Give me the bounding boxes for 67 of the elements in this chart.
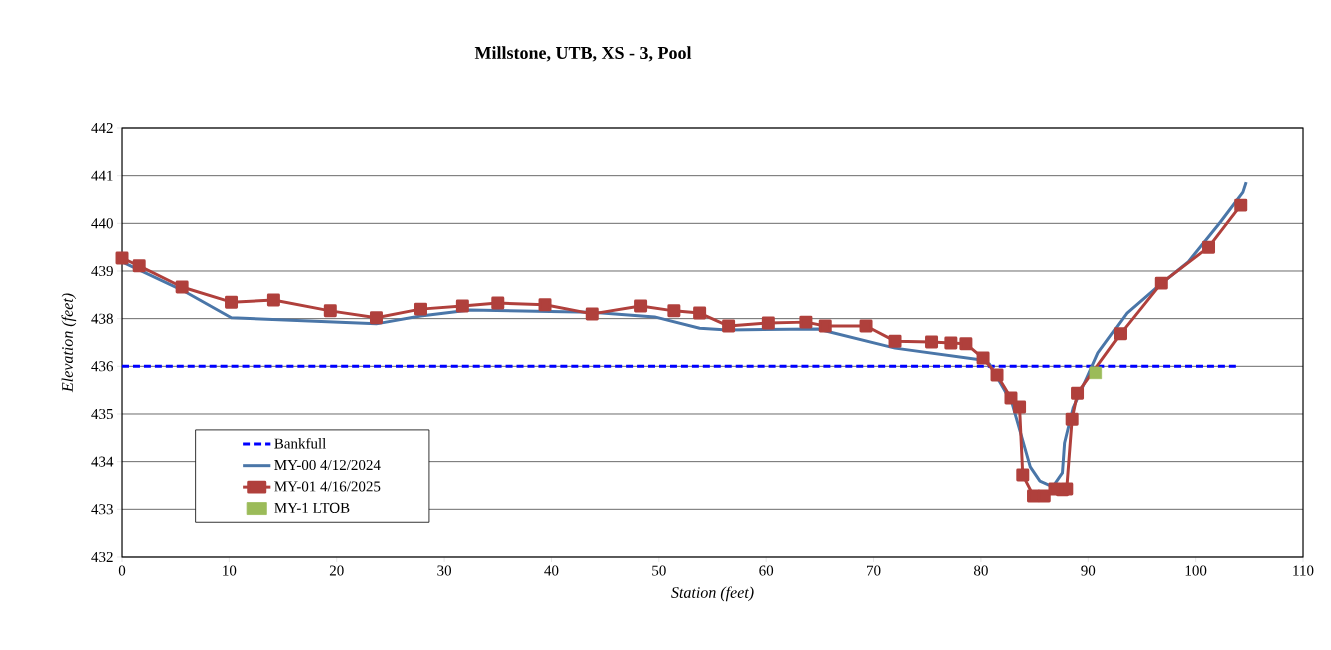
x-tick-label: 110: [1293, 565, 1314, 576]
point: [1071, 386, 1085, 400]
point: [667, 304, 681, 318]
point: [1037, 489, 1051, 503]
x-tick-label: 60: [759, 565, 774, 576]
y-tick-label: 442: [91, 123, 113, 133]
point: [538, 298, 552, 312]
x-axis-title: Station (feet): [671, 586, 754, 602]
y-tick-label: 433: [91, 504, 113, 515]
point: [634, 299, 648, 313]
point: [818, 319, 832, 333]
point: [976, 351, 990, 365]
x-tick-label: 40: [544, 565, 559, 576]
x-tick-label: 90: [1081, 565, 1096, 576]
point: [1089, 366, 1102, 380]
legend-label: Bankfull: [274, 437, 327, 449]
point: [323, 304, 337, 318]
point: [455, 299, 469, 313]
x-tick-label: 80: [974, 565, 988, 576]
point: [1234, 198, 1248, 212]
x-tick-label: 0: [118, 565, 126, 576]
point: [266, 293, 280, 307]
y-tick-label: 440: [91, 218, 113, 229]
point: [799, 315, 813, 329]
y-tick-label: 435: [91, 408, 113, 420]
point: [1004, 391, 1018, 405]
point: [491, 296, 505, 310]
point: [413, 302, 427, 316]
point: [888, 334, 902, 348]
point: [1060, 482, 1074, 496]
legend-label: MY-00 4/12/2024: [274, 459, 381, 471]
point: [1113, 327, 1127, 341]
point: [859, 319, 873, 333]
point: [585, 307, 599, 321]
point: [1013, 400, 1027, 414]
y-tick-label: 441: [91, 170, 113, 181]
x-tick-label: 20: [329, 565, 344, 576]
y-tick-label: 434: [91, 456, 114, 467]
x-tick-label: 50: [652, 565, 666, 576]
point: [959, 337, 973, 351]
point: [761, 316, 775, 330]
point: [990, 368, 1004, 382]
point: [369, 311, 383, 325]
point: [225, 295, 239, 309]
legend-label: MY-1 LTOB: [274, 502, 350, 513]
chart-title: Millstone, UTB, XS - 3, Pool: [474, 46, 692, 62]
point: [175, 280, 189, 294]
point: [944, 336, 958, 350]
point: [1154, 276, 1168, 290]
y-tick-label: 438: [91, 313, 113, 324]
x-tick-label: 10: [223, 565, 237, 576]
point: [722, 319, 736, 333]
legend-label: MY-01 4/16/2025: [274, 481, 381, 492]
point: [693, 306, 707, 320]
x-tick-label: 100: [1185, 565, 1207, 576]
point: [115, 251, 129, 265]
y-tick-label: 439: [91, 265, 113, 277]
y-axis-title: Elevation (feet): [61, 293, 77, 393]
y-tick-label: 432: [91, 551, 113, 563]
point: [1016, 468, 1030, 482]
point: [925, 335, 939, 349]
x-tick-label: 70: [867, 565, 881, 576]
x-tick-label: 30: [437, 565, 452, 576]
point: [1065, 412, 1079, 426]
y-tick-label: 436: [91, 361, 114, 372]
point: [132, 259, 146, 273]
point: [1202, 240, 1216, 254]
